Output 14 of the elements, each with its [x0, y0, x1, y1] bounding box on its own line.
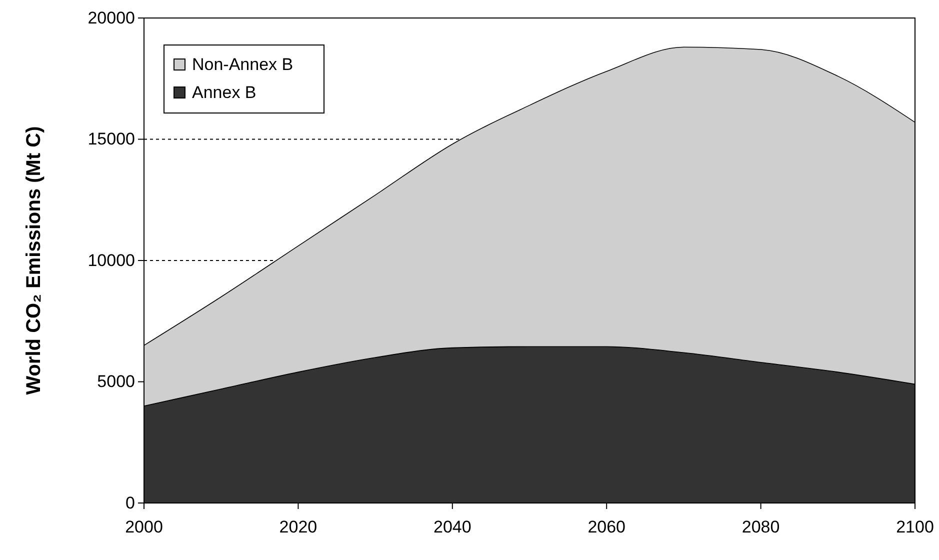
legend-label: Annex B: [192, 83, 256, 102]
y-axis-title: World CO₂ Emissions (Mt C): [23, 126, 45, 395]
x-tick-label: 2100: [896, 517, 934, 536]
x-tick-label: 2020: [279, 517, 318, 536]
y-tick-label: 15000: [88, 130, 135, 149]
x-tick-label: 2040: [433, 517, 472, 536]
y-tick-label: 10000: [88, 250, 135, 270]
y-tick-label: 0: [126, 493, 135, 512]
y-tick-label: 20000: [88, 8, 135, 28]
legend-label: Non-Annex B: [192, 55, 294, 74]
x-tick-label: 2080: [742, 517, 780, 536]
x-tick-label: 2060: [588, 517, 626, 536]
y-tick-label: 5000: [97, 372, 135, 392]
x-tick-label: 2000: [125, 517, 163, 536]
